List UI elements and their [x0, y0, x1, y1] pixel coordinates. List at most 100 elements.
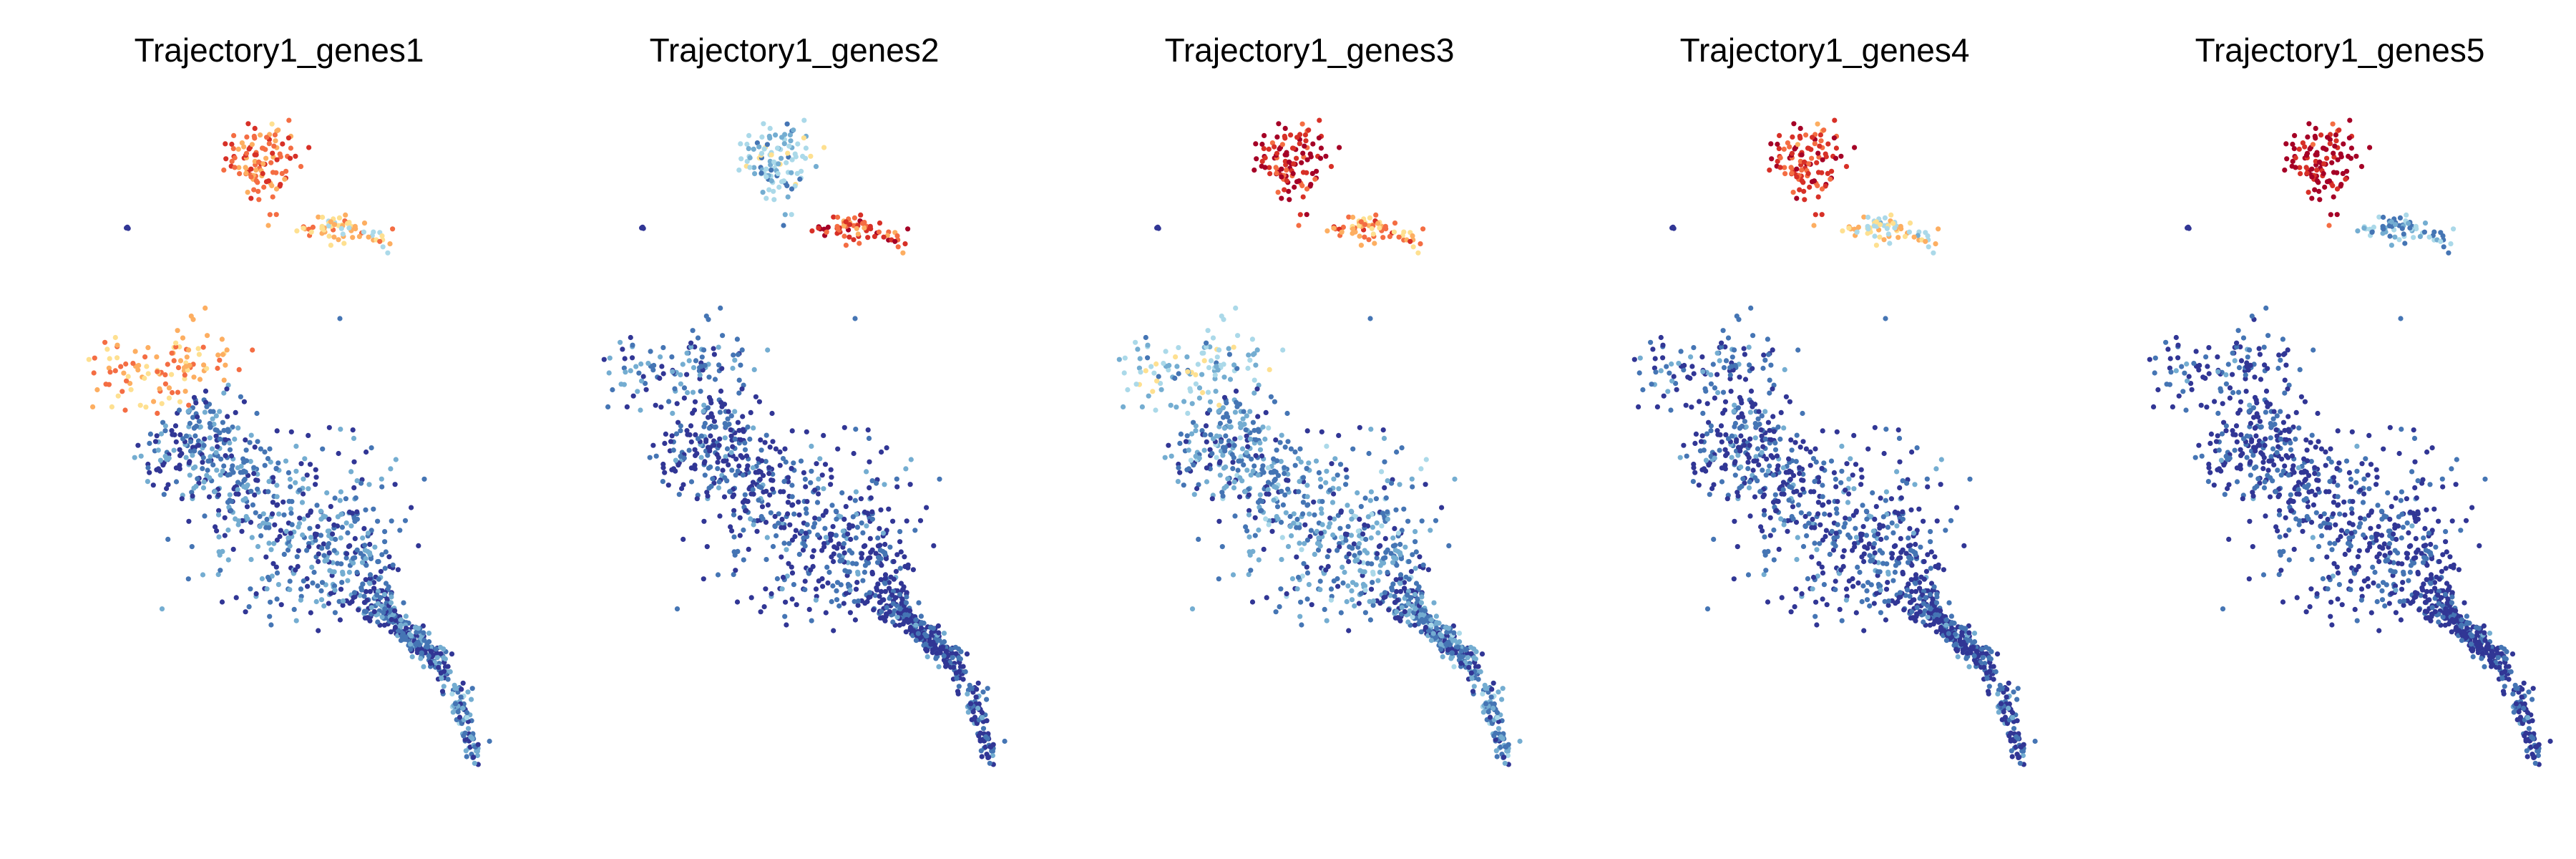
scatter-point	[1732, 460, 1737, 466]
scatter-point	[1300, 500, 1306, 505]
scatter-point	[750, 487, 756, 492]
scatter-point	[1304, 212, 1309, 218]
scatter-point	[785, 500, 791, 505]
scatter-point	[1278, 520, 1284, 525]
scatter-point	[669, 433, 675, 439]
scatter-point	[1823, 533, 1828, 540]
scatter-point	[606, 370, 612, 376]
scatter-point	[824, 564, 830, 571]
scatter-point	[1993, 669, 1999, 675]
scatter-point	[1829, 168, 1835, 174]
scatter-point	[845, 531, 851, 537]
scatter-point	[903, 466, 909, 472]
scatter-point	[680, 536, 686, 543]
scatter-point	[1815, 194, 1821, 200]
scatter-point	[913, 622, 919, 628]
scatter-point	[1394, 449, 1400, 455]
scatter-point	[803, 484, 809, 490]
scatter-point	[154, 433, 160, 439]
scatter-point	[1385, 516, 1390, 522]
scatter-point	[203, 305, 208, 311]
scatter-point	[1252, 390, 1257, 396]
scatter-point	[246, 146, 252, 152]
scatter-point	[175, 364, 182, 371]
scatter-point	[207, 458, 213, 464]
scatter-point	[791, 511, 797, 517]
scatter-point	[1736, 414, 1742, 420]
scatter-point	[713, 424, 718, 430]
scatter-point	[702, 472, 708, 478]
scatter-point	[1294, 554, 1299, 560]
scatter-point	[1708, 423, 1714, 429]
scatter-point	[165, 482, 171, 487]
scatter-point	[809, 554, 815, 560]
scatter-point	[281, 551, 287, 558]
scatter-point	[318, 588, 324, 594]
scatter-point	[1746, 344, 1752, 350]
scatter-point	[779, 586, 785, 592]
scatter-point	[776, 520, 781, 526]
scatter-point	[924, 654, 930, 660]
scatter-point	[385, 250, 391, 256]
scatter-point	[742, 447, 748, 452]
scatter-point	[927, 625, 933, 631]
scatter-point	[809, 228, 815, 234]
scatter-point	[912, 528, 918, 533]
scatter-point	[91, 370, 97, 376]
scatter-point	[379, 552, 385, 558]
scatter-point	[258, 132, 263, 138]
scatter-point	[1706, 462, 1712, 468]
scatter-point	[684, 350, 690, 356]
scatter-point	[155, 466, 161, 472]
scatter-point	[179, 451, 185, 457]
scatter-point	[754, 528, 760, 534]
scatter-point	[1732, 402, 1737, 408]
scatter-point	[1397, 572, 1404, 578]
scatter-point	[1274, 134, 1280, 140]
scatter-point	[460, 680, 466, 686]
scatter-point	[464, 754, 469, 759]
scatter-point	[736, 390, 742, 396]
scatter-point	[1772, 447, 1779, 452]
scatter-point	[1362, 495, 1368, 501]
scatter-point	[1785, 140, 1790, 146]
scatter-point	[1317, 578, 1323, 584]
scatter-point	[670, 466, 676, 472]
scatter-point	[767, 492, 773, 498]
scatter-point	[1217, 472, 1223, 478]
scatter-point	[1650, 346, 1656, 352]
scatter-point	[854, 225, 859, 231]
scatter-point	[847, 222, 853, 228]
scatter-point	[1953, 641, 1959, 647]
scatter-point	[812, 487, 818, 493]
scatter-point	[421, 630, 426, 636]
scatter-point	[1833, 530, 1839, 536]
scatter-point	[747, 436, 753, 442]
scatter-point	[732, 436, 738, 442]
scatter-point	[1413, 606, 1418, 612]
scatter-point	[789, 494, 795, 500]
scatter-point	[1370, 525, 1375, 530]
scatter-point	[1257, 440, 1263, 446]
scatter-point	[1262, 132, 1267, 138]
scatter-point	[1923, 568, 1929, 574]
scatter-point	[869, 569, 875, 576]
scatter-point	[983, 734, 989, 739]
scatter-point	[975, 680, 981, 686]
scatter-point	[121, 370, 127, 376]
scatter-point	[220, 419, 225, 425]
scatter-point	[1234, 399, 1239, 405]
scatter-point	[1770, 386, 1775, 392]
scatter-point	[855, 571, 861, 577]
scatter-point	[389, 616, 394, 623]
scatter-point	[1764, 456, 1770, 462]
scatter-point	[1302, 132, 1308, 138]
scatter-point	[195, 476, 200, 482]
scatter-point	[1690, 479, 1696, 485]
scatter-point	[1797, 465, 1802, 470]
scatter-point	[137, 402, 143, 408]
scatter-point	[189, 544, 195, 550]
scatter-point	[1697, 399, 1702, 404]
scatter-point	[1491, 680, 1496, 686]
